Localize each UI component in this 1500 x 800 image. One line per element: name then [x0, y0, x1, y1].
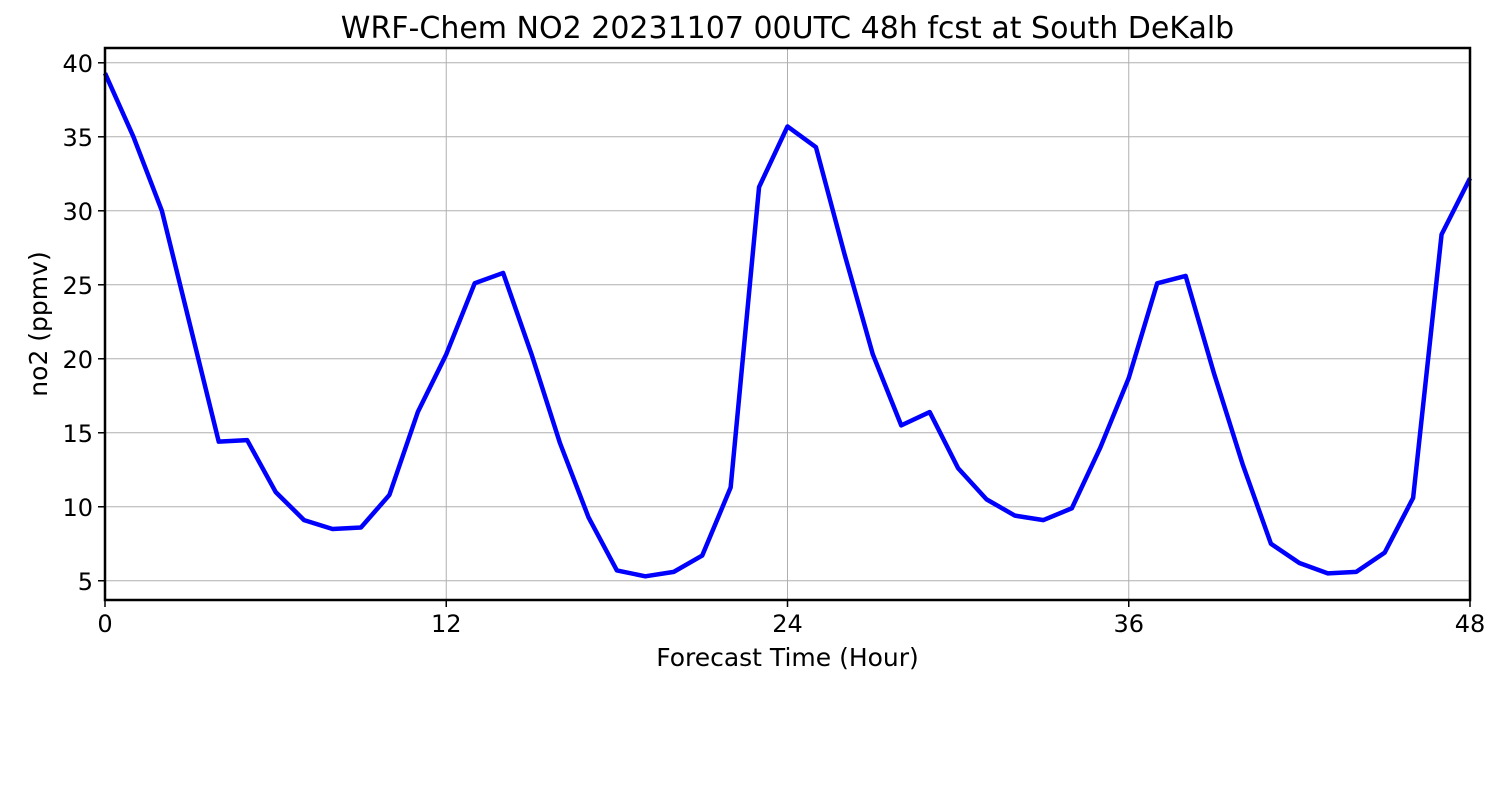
y-tick-label: 5 [78, 568, 93, 596]
y-tick-label: 35 [62, 124, 93, 152]
y-tick-label: 15 [62, 420, 93, 448]
x-tick-label: 0 [97, 610, 112, 638]
y-tick-label: 40 [62, 50, 93, 78]
series-line [102, 72, 1473, 579]
y-tick-label: 25 [62, 272, 93, 300]
y-tick-label: 20 [62, 346, 93, 374]
x-axis-label: Forecast Time (Hour) [656, 643, 919, 672]
x-tick-label: 12 [431, 610, 462, 638]
data-series [102, 72, 1473, 579]
y-axis-label: no2 (ppmv) [24, 251, 53, 396]
x-tick-label: 24 [772, 610, 803, 638]
chart-title: WRF-Chem NO2 20231107 00UTC 48h fcst at … [341, 11, 1234, 46]
y-tick-label: 30 [62, 198, 93, 226]
axis-ticks: 0 12 24 36 48 5 10 15 20 25 30 35 40 [62, 50, 1485, 638]
x-tick-label: 48 [1455, 610, 1486, 638]
x-tick-label: 36 [1113, 610, 1144, 638]
grid-lines [104, 48, 1471, 600]
plot-frame [103, 46, 1472, 602]
y-tick-label: 10 [62, 494, 93, 522]
